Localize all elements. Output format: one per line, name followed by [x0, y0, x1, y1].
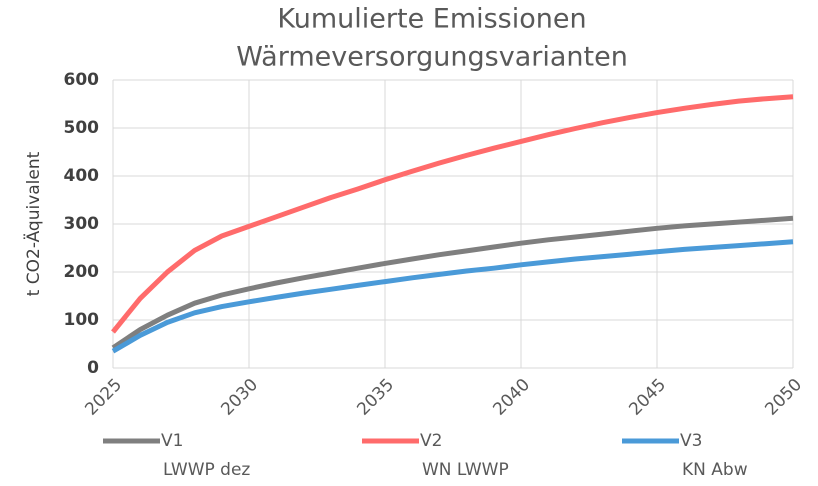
x-tick-label: 2045 [625, 375, 670, 420]
series-line [111, 94, 794, 334]
y-axis-label: t CO2-Äquivalent [23, 151, 44, 296]
legend-label: V2 [420, 431, 442, 451]
y-tick-label: 300 [64, 214, 100, 234]
y-tick-label: 0 [87, 358, 99, 378]
legend-description: WN LWWP [422, 460, 509, 480]
legend-description: LWWP dez [163, 460, 250, 480]
y-tick-label: 200 [64, 262, 100, 282]
x-tick-label: 2040 [489, 375, 534, 420]
series-line [111, 215, 794, 350]
x-tick-label: 2030 [217, 375, 262, 420]
x-tick-label: 2025 [81, 375, 126, 420]
chart-title: Wärmeversorgungsvarianten [236, 42, 628, 73]
x-tick-label: 2035 [353, 375, 398, 420]
y-tick-label: 500 [64, 118, 100, 138]
legend-description: KN Abw [682, 460, 748, 480]
chart-title: Kumulierte Emissionen [277, 4, 586, 35]
legend-label: V1 [161, 431, 183, 451]
y-tick-label: 400 [64, 166, 100, 186]
x-tick-label: 2050 [761, 375, 806, 420]
legend-label: V3 [680, 431, 702, 451]
y-tick-label: 100 [64, 310, 100, 330]
y-tick-label: 600 [64, 70, 100, 90]
series-line [111, 239, 794, 354]
